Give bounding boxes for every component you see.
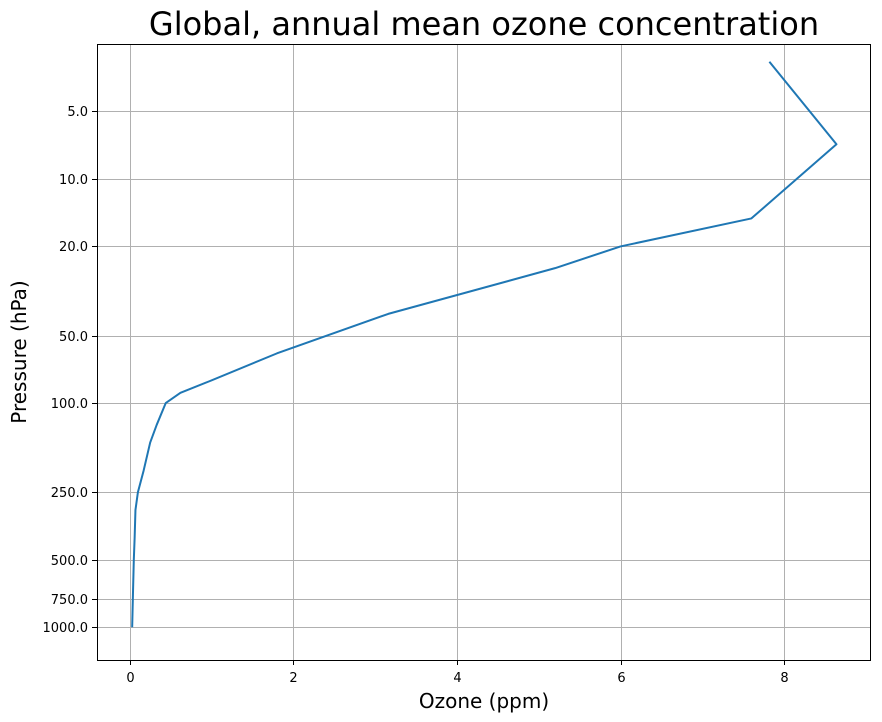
y-tick-label: 250.0 xyxy=(51,486,88,501)
x-tick-label: 6 xyxy=(617,671,625,686)
x-tick-label: 4 xyxy=(453,671,461,686)
y-axis: 5.0 10.0 20.0 50.0 100.0 250.0 500.0 750.0 1000.… xyxy=(43,105,97,636)
y-tick-label: 5.0 xyxy=(67,105,88,120)
x-tick-label: 2 xyxy=(289,671,297,686)
chart-title: Global, annual mean ozone concentration xyxy=(149,5,819,43)
x-tick-label: 0 xyxy=(126,671,134,686)
series-line-0 xyxy=(131,61,838,628)
y-tick-label: 100.0 xyxy=(51,397,88,412)
series-layer xyxy=(131,61,838,628)
y-tick-label: 20.0 xyxy=(59,240,88,255)
y-tick-label: 750.0 xyxy=(51,593,88,608)
plot-frame xyxy=(97,44,871,661)
x-axis: 0 2 4 6 8 xyxy=(126,660,789,686)
y-axis-label: Pressure (hPa) xyxy=(7,280,31,423)
grid xyxy=(97,44,870,660)
y-tick-label: 1000.0 xyxy=(43,621,89,636)
x-axis-label: Ozone (ppm) xyxy=(419,689,549,713)
x-tick-label: 8 xyxy=(780,671,788,686)
y-tick-label: 500.0 xyxy=(51,554,88,569)
y-tick-label: 10.0 xyxy=(59,173,88,188)
y-tick-label: 50.0 xyxy=(59,330,88,345)
